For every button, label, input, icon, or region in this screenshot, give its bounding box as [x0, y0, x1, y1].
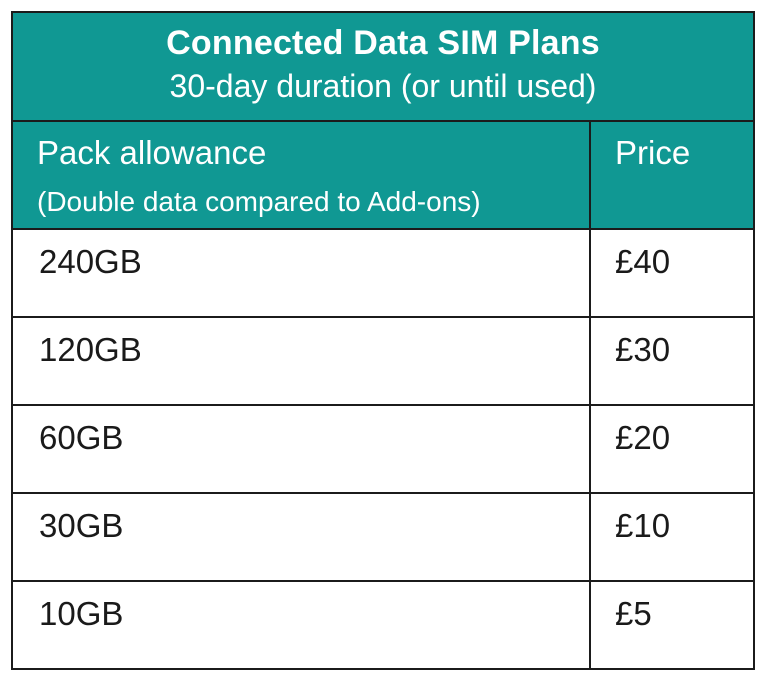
allowance-cell: 30GB: [11, 492, 591, 583]
data-sim-plans-table: Connected Data SIM Plans 30-day duration…: [10, 11, 756, 671]
price-cell: £10: [588, 492, 756, 583]
allowance-column-label: Pack allowance: [37, 134, 267, 171]
table-row: 240GB £40: [11, 228, 756, 319]
price-cell: £40: [588, 228, 756, 319]
allowance-column-header: Pack allowance (Double data compared to …: [11, 119, 591, 231]
column-header-row: Pack allowance (Double data compared to …: [11, 119, 756, 231]
price-column-label: Price: [615, 134, 691, 171]
table-row: 10GB £5: [11, 580, 756, 671]
table-row: 120GB £30: [11, 316, 756, 407]
allowance-cell: 120GB: [11, 316, 591, 407]
table-subtitle: 30-day duration (or until used): [169, 68, 597, 105]
allowance-cell: 240GB: [11, 228, 591, 319]
price-cell: £5: [588, 580, 756, 671]
price-cell: £30: [588, 316, 756, 407]
table-title-cell: Connected Data SIM Plans 30-day duration…: [10, 11, 756, 122]
allowance-cell: 10GB: [11, 580, 591, 671]
price-column-header: Price: [588, 119, 756, 231]
allowance-cell: 60GB: [11, 404, 591, 495]
table-title: Connected Data SIM Plans: [166, 23, 600, 62]
price-cell: £20: [588, 404, 756, 495]
allowance-column-note: (Double data compared to Add-ons): [37, 185, 481, 217]
table-title-band: Connected Data SIM Plans 30-day duration…: [10, 11, 756, 122]
table-row: 60GB £20: [11, 404, 756, 495]
table-row: 30GB £10: [11, 492, 756, 583]
